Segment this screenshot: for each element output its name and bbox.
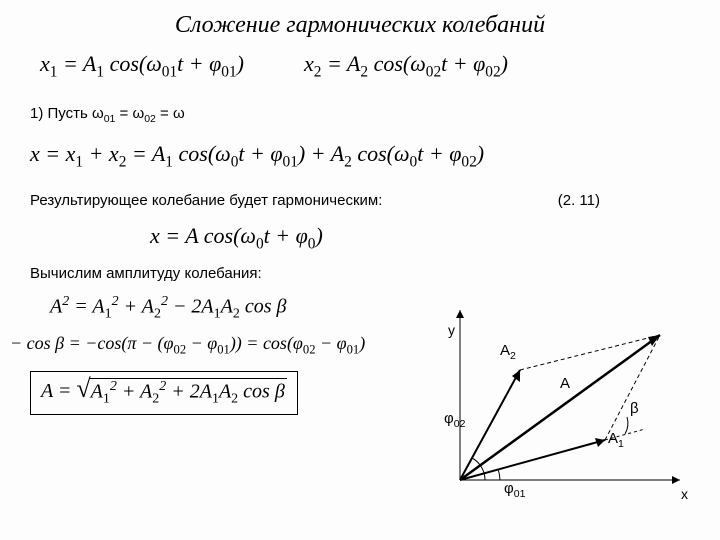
equations-x1-x2: x1 = A1 cos(ω01t + φ01) x2 = A2 cos(ω02t… [0, 47, 720, 89]
amplitude-text: Вычислим амплитуду колебания: [0, 257, 720, 286]
A2-label: A2 [500, 342, 516, 362]
phi02-label: φ02 [444, 410, 465, 430]
page-title: Сложение гармонических колебаний [0, 0, 720, 47]
eq-x2: x2 = A2 cos(ω02t + φ02) [304, 51, 508, 81]
A-label: A [560, 375, 570, 392]
beta-label: β [630, 400, 639, 417]
eq-result: x = A cos(ω0t + φ0) [0, 213, 720, 257]
equation-number: (2. 11) [558, 192, 600, 209]
result-text: Результирующее колебание будет гармониче… [0, 176, 720, 213]
phi01-label: φ01 [504, 480, 525, 500]
eq-x1: x1 = A1 cos(ω01t + φ01) [40, 51, 244, 81]
A1-label: A1 [608, 430, 624, 450]
y-axis-label: y [448, 322, 455, 338]
vector-diagram: y x A A1 A2 φ01 φ02 β [430, 300, 690, 510]
eq-sum: x = x1 + x2 = A1 cos(ω0t + φ01) + A2 cos… [0, 137, 720, 175]
condition-line: 1) Пусть ω01 = ω02 = ω [0, 89, 720, 137]
eq-amplitude-final: A = √A12 + A22 + 2A1A2 cos β [30, 371, 298, 415]
x-axis-label: x [681, 486, 688, 502]
